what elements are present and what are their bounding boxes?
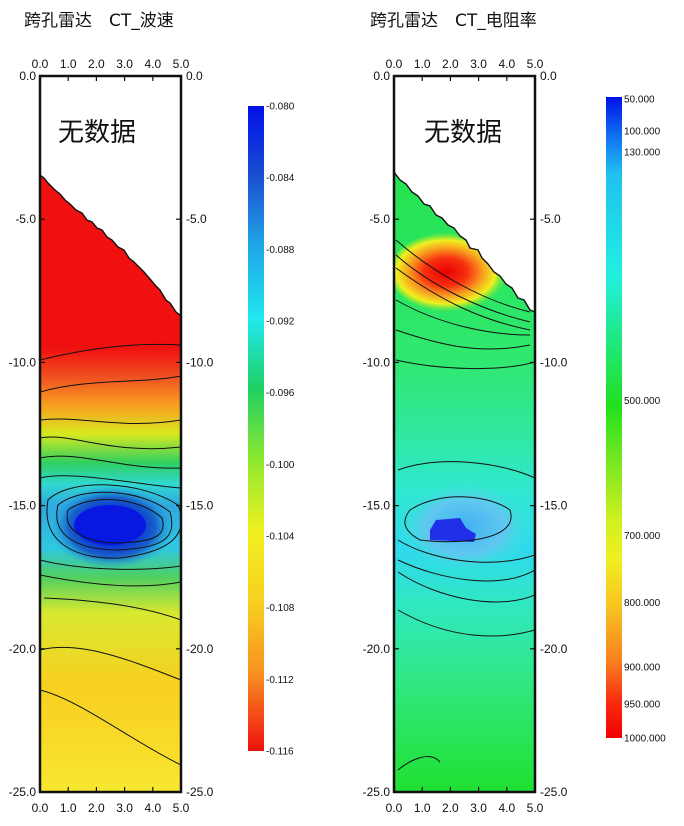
resistivity-y-tick-right-2: -10.0 bbox=[540, 355, 568, 369]
resistivity-frame bbox=[392, 74, 537, 794]
resistivity-y-tick-left-5: -25.0 bbox=[363, 785, 391, 799]
resistivity-y-tick-right-1: -5.0 bbox=[540, 212, 561, 226]
velocity-x-tick-bottom-0: 0.0 bbox=[32, 801, 49, 815]
resistivity-nodata-region bbox=[394, 76, 535, 313]
velocity-colorbar-label-8: -0.112 bbox=[266, 675, 294, 686]
velocity-x-tick-bottom-1: 1.0 bbox=[60, 801, 77, 815]
resistivity-y-tick-right-4: -20.0 bbox=[540, 642, 568, 656]
axis-ticks: 0.00.01.01.02.02.03.03.04.04.05.05.00.0 0… bbox=[9, 57, 568, 815]
velocity-y-tick-right-4: -20.0 bbox=[186, 642, 214, 656]
velocity-y-tick-left-2: -10.0 bbox=[9, 355, 37, 369]
velocity-nodata-label: 无数据 bbox=[58, 118, 136, 148]
velocity-y-tick-right-2: -10.0 bbox=[186, 355, 214, 369]
resistivity-colorbar-label-2: 130.000 bbox=[624, 148, 661, 159]
resistivity-y-tick-left-4: -20.0 bbox=[363, 642, 391, 656]
resistivity-colorbar-label-1: 100.000 bbox=[624, 126, 661, 137]
velocity-colorbar-label-2: -0.088 bbox=[266, 245, 295, 256]
velocity-colorbar-label-9: -0.116 bbox=[266, 747, 294, 758]
resistivity-y-tick-left-1: -5.0 bbox=[369, 212, 390, 226]
velocity-x-tick-top-0: 0.0 bbox=[32, 57, 49, 71]
resistivity-y-tick-right-5: -25.0 bbox=[540, 785, 568, 799]
velocity-x-tick-bottom-5: 5.0 bbox=[173, 801, 190, 815]
resistivity-y-tick-right-0: 0.0 bbox=[540, 69, 557, 83]
resistivity-colorbar-label-6: 900.000 bbox=[624, 663, 661, 674]
resistivity-nodata-label: 无数据 bbox=[424, 118, 502, 148]
velocity-y-tick-right-0: 0.0 bbox=[186, 69, 203, 83]
resistivity-x-tick-top-0: 0.0 bbox=[386, 57, 403, 71]
velocity-x-tick-top-2: 2.0 bbox=[88, 57, 105, 71]
velocity-colorbar-label-5: -0.100 bbox=[266, 460, 295, 471]
velocity-x-tick-top-5: 5.0 bbox=[173, 57, 190, 71]
resistivity-x-tick-top-3: 3.0 bbox=[470, 57, 487, 71]
resistivity-x-tick-bottom-3: 3.0 bbox=[470, 801, 487, 815]
resistivity-x-tick-top-1: 1.0 bbox=[414, 57, 431, 71]
velocity-y-tick-left-1: -5.0 bbox=[15, 212, 36, 226]
velocity-y-tick-left-4: -20.0 bbox=[9, 642, 37, 656]
velocity-plot: 无数据 bbox=[40, 76, 181, 792]
velocity-colorbar-label-4: -0.096 bbox=[266, 388, 295, 399]
velocity-nodata-region bbox=[40, 76, 181, 317]
velocity-frame bbox=[38, 74, 183, 794]
velocity-x-tick-bottom-2: 2.0 bbox=[88, 801, 105, 815]
resistivity-contours bbox=[395, 239, 535, 771]
velocity-x-tick-bottom-3: 3.0 bbox=[116, 801, 133, 815]
velocity-colorbar-label-1: -0.084 bbox=[266, 173, 295, 184]
velocity-y-tick-right-1: -5.0 bbox=[186, 212, 207, 226]
resistivity-x-tick-bottom-2: 2.0 bbox=[442, 801, 459, 815]
resistivity-y-tick-left-0: 0.0 bbox=[373, 69, 390, 83]
velocity-x-tick-top-4: 4.0 bbox=[144, 57, 161, 71]
chart-title-resistivity: 跨孔雷达 CT_电阻率 bbox=[370, 11, 537, 31]
resistivity-x-tick-top-4: 4.0 bbox=[498, 57, 515, 71]
resistivity-colorbar-label-8: 1000.000 bbox=[624, 734, 666, 745]
resistivity-colorbar-label-4: 700.000 bbox=[624, 531, 661, 542]
resistivity-x-tick-top-2: 2.0 bbox=[442, 57, 459, 71]
resistivity-x-tick-top-5: 5.0 bbox=[527, 57, 544, 71]
velocity-colorbar-label-3: -0.092 bbox=[266, 317, 295, 328]
velocity-anomaly-core bbox=[74, 505, 146, 545]
velocity-x-tick-top-1: 1.0 bbox=[60, 57, 77, 71]
resistivity-x-tick-bottom-5: 5.0 bbox=[527, 801, 544, 815]
resistivity-y-tick-left-3: -15.0 bbox=[363, 499, 391, 513]
resistivity-colorbar bbox=[606, 97, 622, 738]
velocity-colorbar-label-6: -0.104 bbox=[266, 532, 295, 543]
resistivity-colorbar-label-3: 500.000 bbox=[624, 396, 661, 407]
resistivity-colorbar-label-7: 950.000 bbox=[624, 700, 661, 711]
colorbar-labels: -0.080 -0.084 -0.088 -0.092 -0.096 -0.100 -0.1… bbox=[266, 95, 666, 758]
velocity-colorbar-label-7: -0.108 bbox=[266, 603, 295, 614]
resistivity-colorbar-label-0: 50.000 bbox=[624, 95, 655, 106]
resistivity-colorbar-label-5: 800.000 bbox=[624, 598, 661, 609]
velocity-colorbar bbox=[248, 106, 264, 751]
resistivity-y-tick-left-2: -10.0 bbox=[363, 355, 391, 369]
chart-title-velocity: 跨孔雷达 CT_波速 bbox=[24, 11, 174, 31]
resistivity-plot: 无数据 bbox=[394, 76, 535, 792]
velocity-x-tick-top-3: 3.0 bbox=[116, 57, 133, 71]
velocity-y-tick-right-5: -25.0 bbox=[186, 785, 214, 799]
resistivity-y-tick-right-3: -15.0 bbox=[540, 499, 568, 513]
velocity-colorbar-label-0: -0.080 bbox=[266, 102, 295, 113]
velocity-y-tick-left-0: 0.0 bbox=[19, 69, 36, 83]
resistivity-x-tick-bottom-4: 4.0 bbox=[498, 801, 515, 815]
resistivity-low-core bbox=[430, 518, 476, 542]
velocity-contours bbox=[40, 343, 181, 766]
velocity-y-tick-left-5: -25.0 bbox=[9, 785, 37, 799]
velocity-x-tick-bottom-4: 4.0 bbox=[144, 801, 161, 815]
velocity-y-tick-left-3: -15.0 bbox=[9, 499, 37, 513]
resistivity-x-tick-bottom-1: 1.0 bbox=[414, 801, 431, 815]
velocity-y-tick-right-3: -15.0 bbox=[186, 499, 214, 513]
resistivity-x-tick-bottom-0: 0.0 bbox=[386, 801, 403, 815]
